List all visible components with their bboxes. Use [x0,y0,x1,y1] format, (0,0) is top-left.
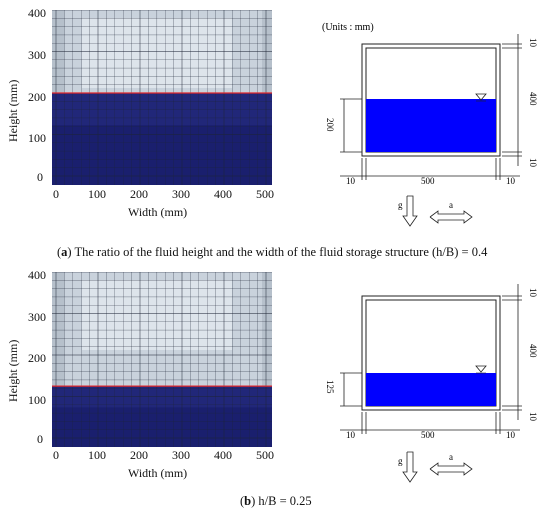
fluid-dimension [340,98,362,153]
photo-b-xtick-200: 200 [130,448,148,462]
photo-b: Height (mm) 400 300 200 100 0 0 100 200 … [0,262,290,487]
dim-right-label: 10 [506,176,516,186]
panel-b: Height (mm) 400 300 200 100 0 0 100 200 … [0,262,550,514]
caption-b: (b) h/B = 0.25 [240,494,312,508]
right-dimensions [502,284,522,420]
photo-a-xtick-500: 500 [256,187,274,201]
photo-a-image [52,10,272,185]
photo-a-xtick-400: 400 [214,187,232,201]
photo-a-ytick-200: 200 [28,90,46,104]
dim-width-label: 500 [421,176,435,186]
dim-left-label: 10 [346,430,356,440]
panel-a: Height (mm) 400 300 200 100 0 0 100 200 … [0,0,550,259]
fluid-body [52,93,272,185]
acceleration-label: a [449,452,453,462]
photo-b-xtick-400: 400 [214,448,232,462]
tank-outer-wall [361,43,501,157]
gravity-arrow-icon [402,195,418,227]
photo-b-xlabel: Width (mm) [128,466,188,480]
fluid-dimension [340,372,362,407]
photo-b-xtick-300: 300 [172,448,190,462]
gravity-label: g [398,456,403,466]
photo-b-ytick-100: 100 [28,393,46,407]
dim-height-label: 400 [528,92,538,106]
bottom-dimensions [340,158,520,180]
acceleration-label: a [449,200,453,210]
photo-b-ylabel: Height (mm) [6,339,20,402]
photo-b-xtick-0: 0 [53,448,59,462]
schematic-b-drawing: 10 400 10 125 10 500 10 g [325,284,538,483]
dim-top-label: 10 [528,38,538,48]
schematic-a: (Units : mm) 10 400 10 [300,10,550,240]
bottom-dimensions [340,412,520,434]
free-surface-marker [475,365,487,373]
tank-photo-a [52,10,272,185]
glass-edge-right [262,272,272,447]
right-dimensions [502,34,522,166]
tank-outer-wall [361,295,501,411]
photo-b-ytick-200: 200 [28,351,46,365]
photo-b-ytick-300: 300 [28,310,46,324]
photo-a-xtick-300: 300 [172,187,190,201]
free-surface-marker [475,93,487,101]
acceleration-arrow-icon [429,462,473,476]
schematic-b: 10 400 10 125 10 500 10 g [300,272,550,502]
photo-a-ytick-0: 0 [37,170,43,184]
fluid-region [366,373,496,406]
photo-a-xtick-100: 100 [88,187,106,201]
photo-a-xlabel: Width (mm) [128,205,188,219]
dim-height-label: 400 [528,344,538,358]
photo-a-ytick-300: 300 [28,48,46,62]
photo-a-ylabel: Height (mm) [6,79,20,142]
photo-b-ytick-0: 0 [37,432,43,446]
photo-a-ytick-100: 100 [28,131,46,145]
units-label: (Units : mm) [322,22,374,33]
fluid-highlight [52,93,272,126]
caption-a: (a) The ratio of the fluid height and th… [57,245,488,259]
photo-b-xtick-100: 100 [88,448,106,462]
photo-a-xtick-0: 0 [53,187,59,201]
caption-a-text: The ratio of the fluid height and the wi… [74,245,488,259]
dim-width-label: 500 [421,430,435,440]
photo-a-xtick-200: 200 [130,187,148,201]
photo-a: Height (mm) 400 300 200 100 0 0 100 200 … [0,0,290,225]
photo-a-ytick-400: 400 [28,6,46,20]
dim-top-label: 10 [528,288,538,298]
tank-photo-b [52,272,272,447]
acceleration-arrow-icon [429,210,473,224]
photo-b-ytick-400: 400 [28,268,46,282]
dim-left-label: 10 [346,176,356,186]
dim-fluid-label: 125 [325,380,335,394]
dim-bottom-label: 10 [528,158,538,168]
gravity-arrow-icon [402,451,418,483]
caption-b-tag: b [244,494,252,508]
caption-b-text: h/B = 0.25 [258,494,312,508]
fluid-region [366,99,496,152]
gravity-label: g [398,200,403,210]
photo-b-xtick-500: 500 [256,448,274,462]
dim-fluid-label: 200 [325,118,335,132]
dim-right-label: 10 [506,430,516,440]
schematic-a-drawing: (Units : mm) 10 400 10 [322,22,538,227]
dim-bottom-label: 10 [528,412,538,422]
photo-b-image [52,272,272,447]
caption-a-tag: a [61,245,68,259]
